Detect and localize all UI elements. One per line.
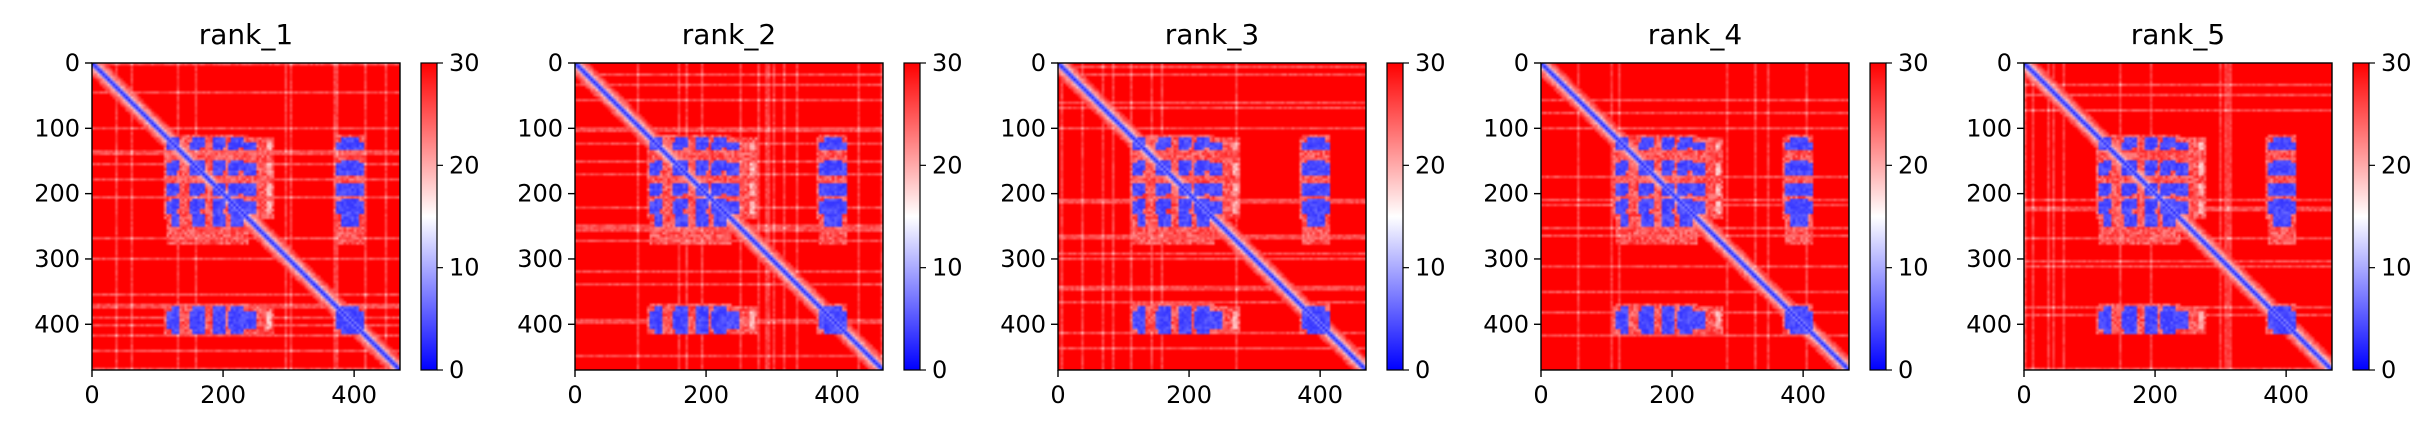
heatmap-image (575, 63, 883, 370)
y-tick-label: 300 (517, 245, 563, 273)
y-tick-label: 0 (1031, 49, 1046, 77)
y-tick-label: 0 (65, 49, 80, 77)
x-tick-label: 200 (1166, 381, 1212, 409)
y-tick-label: 400 (517, 310, 563, 338)
colorbar-tick-label: 0 (932, 356, 947, 384)
heatmap-image (1058, 63, 1366, 370)
y-tick-label: 100 (1483, 114, 1529, 142)
colorbar-tick-label: 10 (449, 254, 480, 282)
x-tick-label: 400 (331, 381, 377, 409)
y-tick-label: 300 (1000, 245, 1046, 273)
plot-frame (2023, 62, 2333, 371)
x-tick-label: 400 (814, 381, 860, 409)
y-tick-label: 400 (1000, 310, 1046, 338)
y-tick-label: 400 (1966, 310, 2012, 338)
plot-frame (1057, 62, 1367, 371)
colorbar-frame (420, 62, 438, 371)
y-tick-label: 200 (34, 180, 80, 208)
colorbar-tick-label: 10 (932, 254, 963, 282)
colorbar-tick-label: 20 (1415, 151, 1446, 179)
y-tick-label: 200 (1966, 180, 2012, 208)
colorbar-tick-label: 0 (2381, 356, 2396, 384)
colorbar-tick-label: 30 (449, 49, 480, 77)
x-tick-label: 0 (1050, 381, 1065, 409)
colorbar-tick-label: 0 (449, 356, 464, 384)
colorbar-tick-label: 10 (1898, 254, 1929, 282)
panel-3: rank_3 0 200 400 0 100 200 300 400 0 10 20 30 (1000, 18, 1445, 409)
colorbar-tick-label: 30 (1898, 49, 1929, 77)
colorbar-frame (1386, 62, 1404, 371)
colorbar-frame (1869, 62, 1887, 371)
y-tick-label: 100 (1000, 114, 1046, 142)
colorbar-tick-label: 20 (932, 151, 963, 179)
colorbar-frame (2352, 62, 2370, 371)
colorbar (1870, 63, 1886, 370)
heatmap-image (1541, 63, 1849, 370)
plot-frame (91, 62, 401, 371)
panel-title: rank_3 (1165, 18, 1259, 51)
y-tick-label: 300 (1966, 245, 2012, 273)
x-tick-label: 400 (1297, 381, 1343, 409)
panel-title: rank_1 (199, 18, 293, 51)
plot-frame (574, 62, 884, 371)
colorbar (2353, 63, 2369, 370)
y-tick-label: 0 (548, 49, 563, 77)
colorbar-frame (903, 62, 921, 371)
colorbar-tick-label: 10 (1415, 254, 1446, 282)
y-tick-label: 0 (1514, 49, 1529, 77)
x-tick-label: 400 (2263, 381, 2309, 409)
colorbar-tick-label: 30 (1415, 49, 1446, 77)
y-tick-label: 400 (34, 310, 80, 338)
y-tick-label: 100 (34, 114, 80, 142)
x-tick-label: 200 (200, 381, 246, 409)
panel-title: rank_2 (682, 18, 776, 51)
colorbar-tick-label: 30 (932, 49, 963, 77)
y-tick-label: 100 (517, 114, 563, 142)
y-tick-label: 200 (517, 180, 563, 208)
colorbar (421, 63, 437, 370)
colorbar-tick-label: 20 (2381, 151, 2412, 179)
panel-2: rank_2 0 200 400 0 100 200 300 400 0 10 20 30 (517, 18, 962, 409)
x-tick-label: 0 (2016, 381, 2031, 409)
heatmap-image (2024, 63, 2332, 370)
colorbar (904, 63, 920, 370)
panel-1: rank_1 0 200 400 0 100 200 300 400 0 10 20 30 (34, 18, 479, 409)
panel-title: rank_4 (1648, 18, 1742, 51)
x-tick-label: 0 (567, 381, 582, 409)
colorbar-tick-label: 20 (449, 151, 480, 179)
y-tick-label: 200 (1000, 180, 1046, 208)
y-tick-label: 100 (1966, 114, 2012, 142)
plot-frame (1540, 62, 1850, 371)
x-tick-label: 200 (683, 381, 729, 409)
x-tick-label: 0 (84, 381, 99, 409)
x-tick-label: 200 (1649, 381, 1695, 409)
y-tick-label: 200 (1483, 180, 1529, 208)
colorbar-tick-label: 10 (2381, 254, 2412, 282)
heatmap-image (92, 63, 400, 370)
panel-4: rank_4 0 200 400 0 100 200 300 400 0 10 20 30 (1483, 18, 1928, 409)
colorbar-tick-label: 0 (1415, 356, 1430, 384)
x-tick-label: 0 (1533, 381, 1548, 409)
colorbar-tick-label: 30 (2381, 49, 2412, 77)
y-tick-label: 400 (1483, 310, 1529, 338)
colorbar (1387, 63, 1403, 370)
colorbar-tick-label: 20 (1898, 151, 1929, 179)
panel-title: rank_5 (2131, 18, 2225, 51)
panel-5: rank_5 0 200 400 0 100 200 300 400 0 10 20 30 (1966, 18, 2411, 409)
y-tick-label: 300 (1483, 245, 1529, 273)
x-tick-label: 400 (1780, 381, 1826, 409)
x-tick-label: 200 (2132, 381, 2178, 409)
y-tick-label: 0 (1997, 49, 2012, 77)
colorbar-tick-label: 0 (1898, 356, 1913, 384)
y-tick-label: 300 (34, 245, 80, 273)
